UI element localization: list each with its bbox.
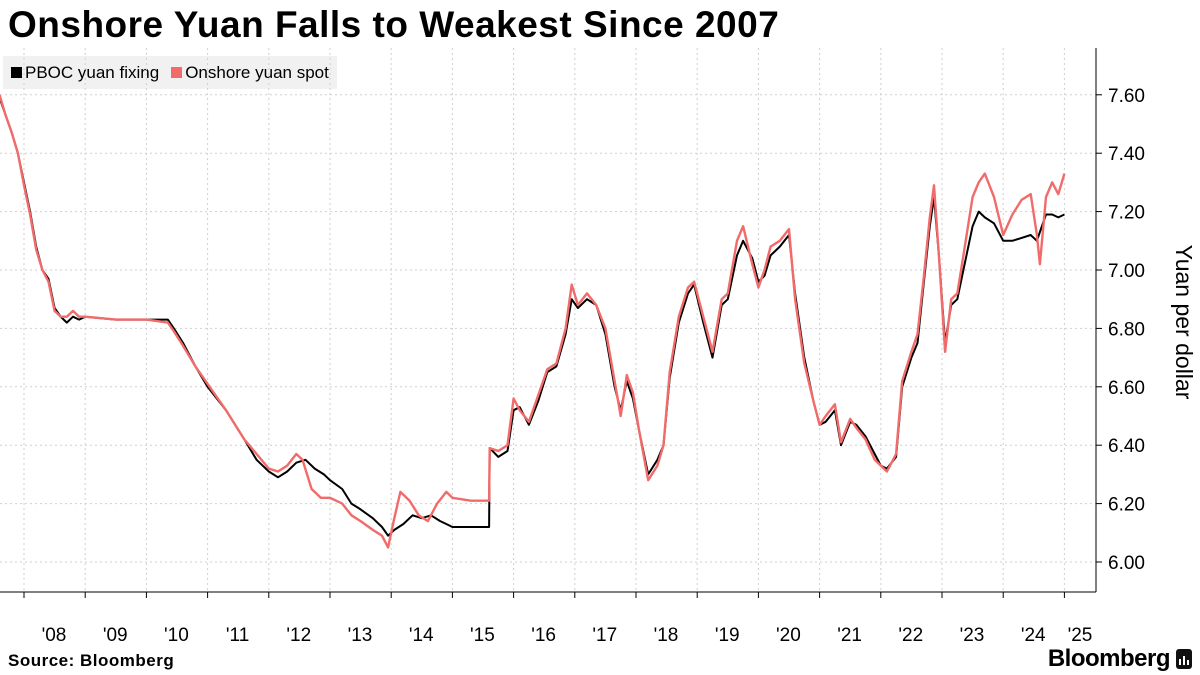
axis-layer: 6.00 6.20 6.40 6.60 6.80 7.00 7.20 7.40 7.60 '08 '… xyxy=(0,48,1145,646)
x-tick-label: '15 xyxy=(470,625,495,646)
brand: Bloomberg xyxy=(1048,645,1192,673)
source-note: Source: Bloomberg xyxy=(8,651,175,670)
x-tick-label: '13 xyxy=(348,625,373,646)
x-tick-label: '10 xyxy=(164,625,189,646)
legend: PBOC yuan fixing Onshore yuan spot xyxy=(3,56,337,89)
series-line-onshore-spot xyxy=(0,94,1066,549)
y-tick-label: 7.60 xyxy=(1108,86,1145,107)
x-tick-label: '25 xyxy=(1068,625,1093,646)
y-tick-label: 7.20 xyxy=(1108,203,1145,224)
x-tick-label: '18 xyxy=(654,625,679,646)
grid-layer xyxy=(0,48,1096,592)
y-tick-label: 6.80 xyxy=(1108,319,1145,340)
x-tick-label: '16 xyxy=(531,625,556,646)
legend-label-pboc-fixing: PBOC yuan fixing xyxy=(25,62,160,82)
y-tick-label: 7.40 xyxy=(1108,144,1145,165)
x-tick-label: '14 xyxy=(409,625,434,646)
x-tick-label: '23 xyxy=(960,625,985,646)
x-tick-label: '21 xyxy=(837,625,862,646)
x-tick-label: '19 xyxy=(715,625,740,646)
legend-item-onshore-spot: Onshore yuan spot xyxy=(171,63,329,83)
legend-swatch-onshore-spot xyxy=(171,67,183,78)
y-tick-label: 6.40 xyxy=(1108,436,1145,457)
y-axis-label: Yuan per dollar xyxy=(1171,245,1197,400)
bloomberg-logo-icon xyxy=(1176,649,1192,669)
y-tick-label: 6.00 xyxy=(1108,553,1145,574)
x-tick-label: '11 xyxy=(226,625,249,646)
x-tick-label: '09 xyxy=(103,625,128,646)
series-layer xyxy=(0,94,1066,549)
y-tick-label: 7.00 xyxy=(1108,261,1145,282)
series-line-pboc-fixing xyxy=(0,97,1065,537)
legend-label-onshore-spot: Onshore yuan spot xyxy=(185,62,329,82)
x-tick-label: '12 xyxy=(286,625,311,646)
y-tick-label: 6.20 xyxy=(1108,495,1145,516)
y-tick-label: 6.60 xyxy=(1108,378,1145,399)
x-tick-label: '17 xyxy=(592,625,617,646)
legend-item-pboc-fixing: PBOC yuan fixing xyxy=(11,63,159,83)
chart-title: Onshore Yuan Falls to Weakest Since 2007 xyxy=(8,4,780,45)
legend-swatch-pboc-fixing xyxy=(11,67,22,78)
brand-name: Bloomberg xyxy=(1047,645,1171,672)
x-tick-label: '08 xyxy=(42,625,67,646)
x-tick-label: '22 xyxy=(898,625,923,646)
x-tick-label: '20 xyxy=(776,625,801,646)
x-tick-label: '24 xyxy=(1021,625,1046,646)
